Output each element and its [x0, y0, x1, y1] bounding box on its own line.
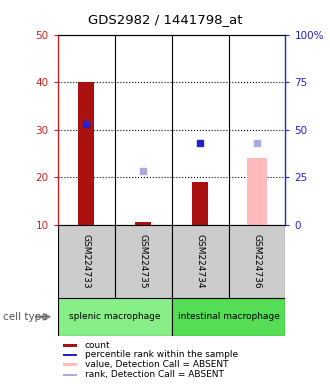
Text: cell type: cell type	[3, 312, 48, 322]
Text: GDS2982 / 1441798_at: GDS2982 / 1441798_at	[88, 13, 242, 26]
Bar	[135, 222, 151, 225]
Bar	[192, 182, 208, 225]
Text: intestinal macrophage: intestinal macrophage	[178, 312, 280, 321]
Bar	[58, 298, 172, 336]
Bar	[172, 225, 228, 298]
Bar	[172, 298, 285, 336]
Bar	[63, 354, 77, 356]
Text: GSM224736: GSM224736	[252, 234, 261, 288]
Text: rank, Detection Call = ABSENT: rank, Detection Call = ABSENT	[85, 370, 224, 379]
Bar	[63, 344, 77, 347]
Bar	[78, 82, 94, 225]
Text: GSM224734: GSM224734	[196, 234, 205, 288]
Bar	[115, 225, 172, 298]
Text: percentile rank within the sample: percentile rank within the sample	[85, 350, 238, 359]
Text: count: count	[85, 341, 111, 350]
Text: GSM224733: GSM224733	[82, 234, 91, 288]
Bar	[228, 225, 285, 298]
Text: splenic macrophage: splenic macrophage	[69, 312, 160, 321]
Bar	[58, 225, 115, 298]
Bar	[63, 374, 77, 376]
Text: GSM224735: GSM224735	[139, 234, 148, 288]
Text: value, Detection Call = ABSENT: value, Detection Call = ABSENT	[85, 360, 228, 369]
Bar	[247, 158, 267, 225]
Bar	[63, 363, 77, 366]
